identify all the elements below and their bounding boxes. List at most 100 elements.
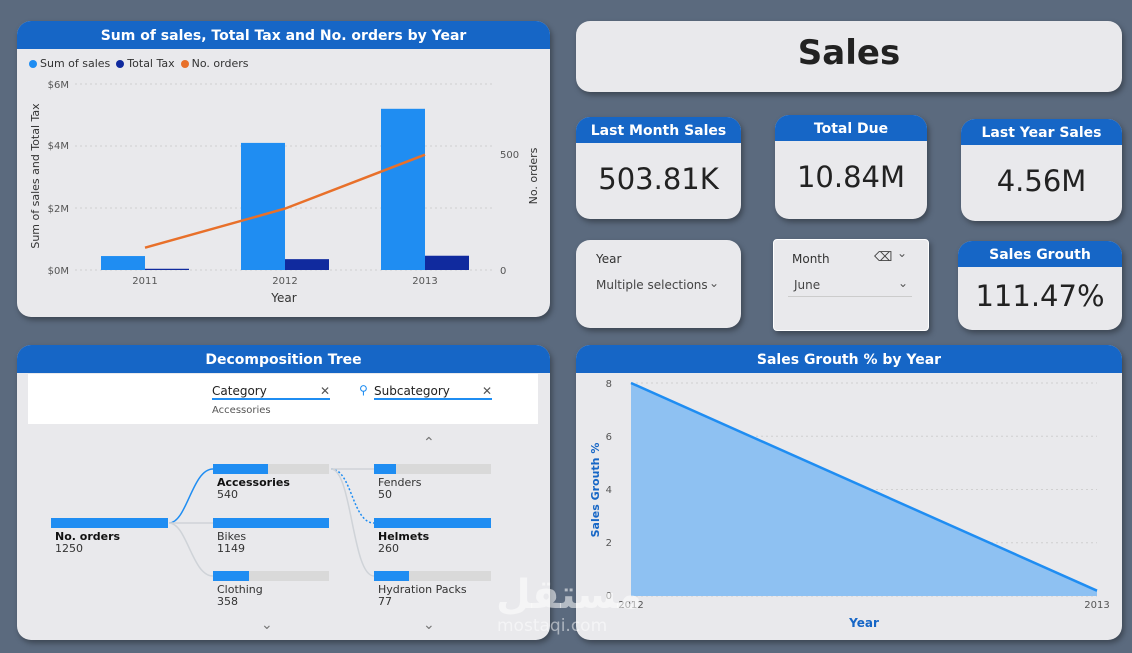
y-right-tick: 0 [500,266,506,277]
tree-node-bar [374,518,491,528]
legend-tax[interactable]: Total Tax [116,57,175,70]
area-line [630,381,1098,592]
month-slicer: Month ⌫ ⌄ June ⌄ [773,239,929,331]
legend-sales[interactable]: Sum of sales [29,57,110,70]
lightbulb-icon: ⚲ [359,383,368,397]
close-icon[interactable]: ✕ [319,384,330,398]
slicer-value: Multiple selections [596,278,708,292]
bar-tax [145,268,189,270]
chevron-down-icon[interactable]: ⌄ [423,617,435,633]
tree-node-label: Fenders 50 [378,476,422,501]
x-tick: 2012 [618,600,643,611]
chevron-down-icon[interactable]: ⌄ [261,617,273,633]
area-chart[interactable]: 8 6 4 2 0 2012 2013 Sales Grouth % Year [576,345,1122,640]
tree-node-label: Clothing 358 [217,583,263,608]
line-orders [144,153,426,249]
chevron-down-icon: ⌄ [708,276,719,290]
slicer-label: Year [596,252,622,266]
kpi-value: 4.56M [996,164,1087,198]
combo-legend: Sum of sales Total Tax No. orders [29,57,248,70]
chevron-up-icon[interactable]: ⌃ [423,435,435,451]
kpi-sales-growth: Sales Grouth 111.47% [958,241,1122,330]
bar-tax [425,255,469,270]
kpi-last-year-sales: Last Year Sales 4.56M [961,119,1122,221]
tree-node-fill [51,518,168,528]
y-left-axis-label: Sum of sales and Total Tax [29,103,42,249]
year-dropdown[interactable]: Multiple selections ⌄ [590,274,725,296]
legend-orders[interactable]: No. orders [180,57,248,70]
tree-node-fill [374,518,491,528]
bar-sales [241,142,285,270]
y-tick: 6 [606,432,612,443]
kpi-label: Sales Grouth [958,241,1122,267]
tree-node-fill [213,518,329,528]
decomposition-tree-card: Decomposition Tree Category ✕ Accessorie… [17,345,550,640]
tree-node-label: Bikes 1149 [217,530,247,555]
y-tick: 8 [606,379,612,390]
tree-node-label: Helmets 260 [378,530,430,555]
bar-sales [381,108,425,270]
filter-category-value: Accessories [212,405,271,416]
tree-node-bar [51,518,168,528]
growth-area-chart-card: Sales Grouth % by Year 8 6 4 2 0 2012 20… [576,345,1122,640]
tree-node-bar [213,464,329,474]
x-tick-label: 2013 [412,276,437,287]
x-tick: 2013 [1084,600,1109,611]
kpi-value: 111.47% [975,279,1105,313]
watermark-logo: مستقل [496,572,643,618]
y-tick: 2 [606,538,612,549]
kpi-value: 503.81K [598,162,719,196]
area-chart-title: Sales Grouth % by Year [576,345,1122,373]
y-left-tick: $4M [48,141,69,152]
page-title: Sales [797,33,901,73]
y-right-tick: 500 [500,150,519,161]
y-axis-label: Sales Grouth % [589,443,602,538]
slicer-value: June [794,278,821,292]
kpi-label: Total Due [775,115,927,141]
x-tick-label: 2012 [272,276,297,287]
bar-tax [285,259,329,270]
tree-node-bar [213,571,329,581]
tree-node-fill [374,571,410,581]
year-slicer: Year Multiple selections ⌄ [576,240,741,328]
slicer-label: Month [792,252,830,266]
tree-node-bar [374,571,491,581]
kpi-label: Last Year Sales [961,119,1122,145]
y-right-axis-label: No. orders [527,147,540,204]
y-tick: 0 [606,591,612,602]
tree-connectors [168,468,375,577]
x-axis-label: Year [270,291,296,305]
bar-sales [101,256,145,270]
combo-chart-title: Sum of sales, Total Tax and No. orders b… [17,21,550,49]
x-axis-label: Year [848,616,879,630]
y-left-tick: $2M [48,204,69,215]
filter-category[interactable]: Category ✕ [212,384,330,400]
filter-bar: Category ✕ Accessories ⚲ Subcategory ✕ [28,374,538,424]
tree-node-label: Hydration Packs 77 [378,583,467,608]
title-card: Sales [576,21,1122,92]
chevron-down-icon[interactable]: ⌄ [897,246,908,260]
tree-node-label: No. orders 1250 [55,530,121,555]
tree-node-bar [213,518,329,528]
x-tick-label: 2011 [132,276,157,287]
chevron-down-icon: ⌄ [897,276,908,290]
kpi-value: 10.84M [796,160,906,194]
watermark-url: mostaqi.com [497,616,608,636]
combo-chart-card: Sum of sales, Total Tax and No. orders b… [17,21,550,317]
kpi-total-due: Total Due 10.84M [775,115,927,219]
tree-node-fill [213,464,268,474]
filter-subcategory[interactable]: Subcategory ✕ [374,384,492,400]
close-icon[interactable]: ✕ [481,384,492,398]
month-dropdown[interactable]: June ⌄ [788,274,912,297]
tree-node-bar [374,464,491,474]
y-tick: 4 [606,485,612,496]
tree-node-fill [374,464,397,474]
eraser-icon[interactable]: ⌫ [874,250,893,265]
kpi-last-month-sales: Last Month Sales 503.81K [576,117,741,219]
decomp-title: Decomposition Tree [17,345,550,373]
y-left-tick: $6M [48,80,69,91]
tree-node-label: Accessories 540 [217,476,290,501]
tree-node-fill [213,571,249,581]
y-left-tick: $0M [48,266,69,277]
combo-chart[interactable]: $6M $4M $2M $0M 500 0 Sum of sales and T… [17,21,550,317]
